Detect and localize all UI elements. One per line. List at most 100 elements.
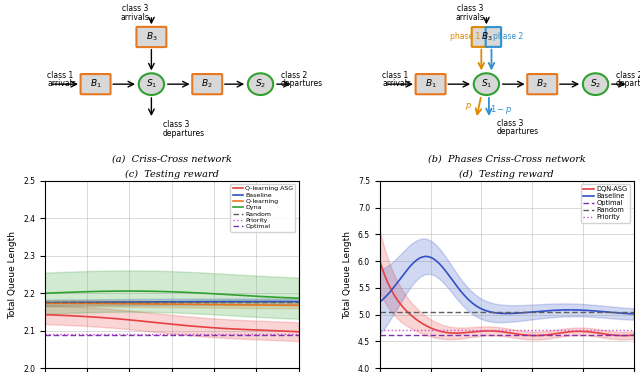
Random — [200, 299, 208, 304]
Dyna — [41, 291, 49, 295]
Q-learning ASG — [114, 317, 122, 321]
Random — [127, 299, 134, 304]
Text: $B_1$: $B_1$ — [425, 78, 436, 90]
Priority — [114, 331, 122, 336]
Optimal — [106, 332, 113, 337]
DQN-ASG — [606, 333, 614, 337]
Text: arrivals: arrivals — [47, 79, 76, 88]
Text: class 3: class 3 — [163, 120, 189, 129]
DQN-ASG — [531, 333, 539, 338]
Priority — [526, 327, 534, 332]
Priority — [106, 331, 113, 336]
Priority — [606, 327, 614, 332]
Circle shape — [139, 73, 164, 95]
Text: departures: departures — [281, 79, 323, 88]
Baseline — [532, 310, 540, 314]
Q-learning — [295, 303, 303, 308]
Priority — [123, 331, 131, 336]
Baseline — [528, 310, 536, 314]
DQN-ASG — [376, 259, 383, 263]
Baseline — [630, 312, 637, 316]
Q-learning ASG — [200, 325, 208, 329]
Q-learning ASG — [123, 317, 131, 322]
Circle shape — [248, 73, 273, 95]
Circle shape — [474, 73, 499, 95]
Text: $B_2$: $B_2$ — [202, 78, 213, 90]
Optimal — [41, 332, 49, 337]
Baseline — [376, 300, 383, 304]
Baseline — [377, 299, 385, 304]
Random — [526, 310, 534, 314]
Priority — [527, 327, 535, 332]
DQN-ASG — [620, 333, 627, 338]
Q-learning — [123, 301, 131, 306]
Priority — [531, 327, 539, 332]
Priority — [630, 327, 637, 332]
Text: $1-p$: $1-p$ — [490, 103, 513, 116]
Q-learning — [114, 301, 122, 306]
Text: arrivals: arrivals — [456, 13, 484, 22]
DQN-ASG — [526, 333, 534, 338]
Random — [590, 310, 598, 314]
Text: $p$: $p$ — [465, 102, 472, 112]
Text: class 3: class 3 — [497, 119, 523, 128]
Line: Q-learning: Q-learning — [45, 304, 299, 305]
Text: class 3: class 3 — [122, 4, 148, 13]
Dyna — [131, 289, 139, 294]
Text: (a)  Criss-Cross network: (a) Criss-Cross network — [112, 154, 232, 164]
Random — [606, 310, 614, 314]
Baseline — [114, 300, 122, 304]
Random — [377, 310, 385, 314]
Priority — [590, 327, 598, 332]
Text: $S_1$: $S_1$ — [146, 78, 157, 90]
Text: class 1: class 1 — [47, 71, 74, 80]
Baseline — [200, 299, 208, 304]
Title: (d)  Testing reward: (d) Testing reward — [460, 170, 554, 179]
Random — [114, 299, 122, 304]
Y-axis label: Total Queue Length: Total Queue Length — [8, 231, 17, 318]
Priority — [127, 331, 134, 336]
Optimal — [376, 332, 383, 337]
Q-learning — [200, 302, 208, 307]
Optimal — [377, 332, 385, 337]
Baseline — [607, 310, 614, 315]
Text: class 1: class 1 — [382, 71, 408, 80]
Text: class 2: class 2 — [616, 71, 640, 80]
Optimal — [590, 332, 598, 337]
Baseline — [422, 254, 429, 259]
Random — [527, 310, 535, 314]
Text: $B_3$: $B_3$ — [145, 31, 157, 43]
Optimal — [295, 332, 303, 337]
Priority — [84, 331, 92, 336]
Optimal — [127, 332, 134, 337]
Optimal — [200, 332, 208, 337]
Dyna — [123, 289, 131, 293]
Baseline — [260, 299, 268, 304]
FancyBboxPatch shape — [136, 27, 166, 47]
Line: Dyna: Dyna — [45, 291, 299, 298]
Random — [106, 299, 113, 304]
Optimal — [526, 332, 534, 337]
Random — [41, 299, 49, 304]
Q-learning — [41, 301, 49, 306]
Legend: DQN-ASG, Baseline, Optimal, Random, Priority: DQN-ASG, Baseline, Optimal, Random, Prio… — [581, 184, 630, 223]
Dyna — [295, 296, 303, 300]
Baseline — [123, 300, 131, 304]
Text: phase 2: phase 2 — [493, 32, 523, 42]
Q-learning ASG — [41, 312, 49, 317]
Text: arrivals: arrivals — [382, 79, 412, 88]
Legend: Q-learning ASG, Baseline, Q-learning, Dyna, Random, Priority, Optimal: Q-learning ASG, Baseline, Q-learning, Dy… — [230, 184, 296, 231]
Baseline — [84, 300, 92, 305]
FancyBboxPatch shape — [192, 74, 222, 94]
DQN-ASG — [527, 333, 535, 338]
FancyBboxPatch shape — [472, 27, 487, 47]
Text: (b)  Phases Criss-Cross network: (b) Phases Criss-Cross network — [428, 154, 586, 164]
Line: Baseline: Baseline — [45, 302, 299, 303]
Optimal — [606, 332, 614, 337]
Baseline — [127, 300, 134, 304]
Baseline — [41, 301, 49, 305]
FancyBboxPatch shape — [486, 27, 501, 47]
Optimal — [114, 332, 122, 337]
Priority — [295, 331, 303, 336]
Line: Q-learning ASG: Q-learning ASG — [45, 315, 299, 332]
